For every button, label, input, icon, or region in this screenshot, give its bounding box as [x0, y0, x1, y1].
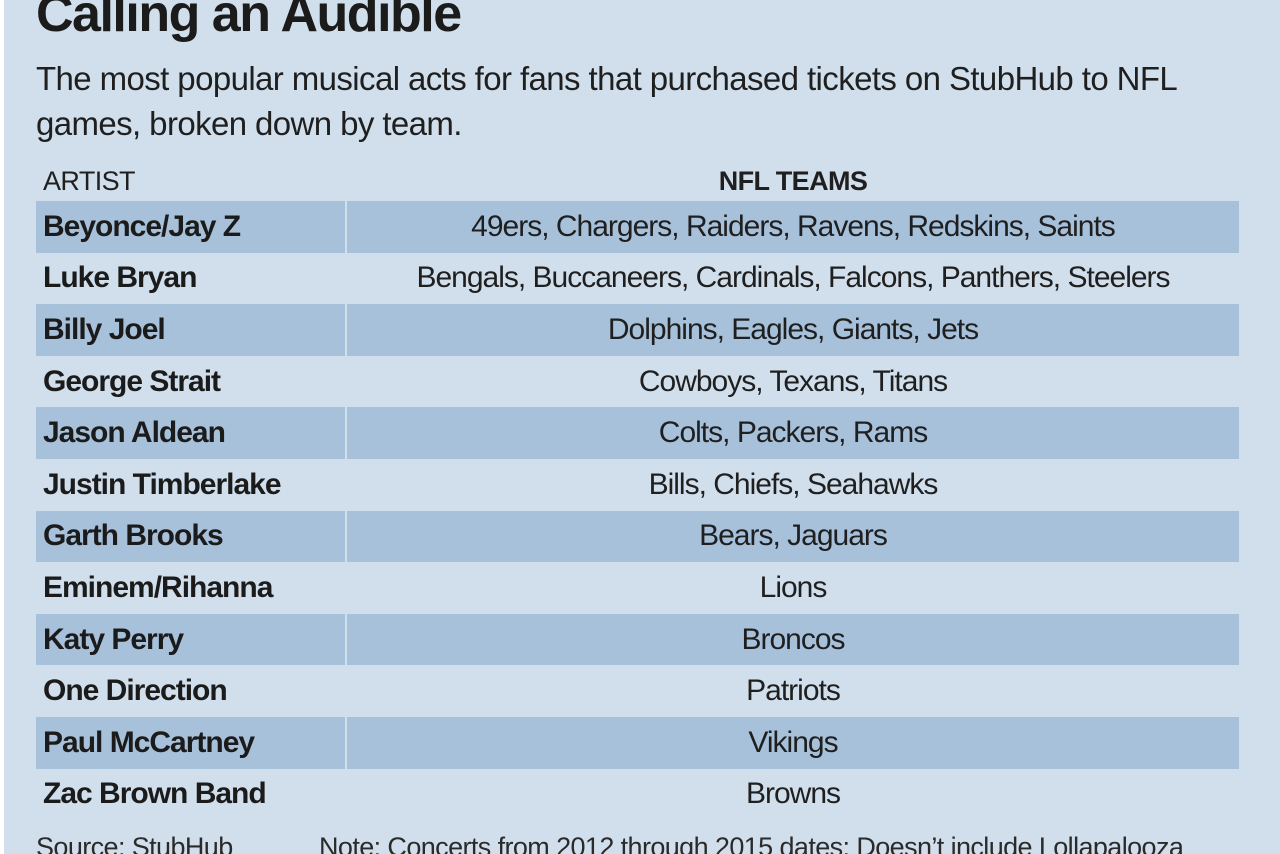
column-header-nfl-teams: NFL TEAMS	[718, 166, 868, 196]
artist-cell: Beyonce/Jay Z	[43, 209, 241, 243]
table-header: ARTIST NFL TEAMS	[36, 164, 1239, 201]
teams-cell: Browns	[745, 777, 841, 811]
table-row: Beyonce/Jay Z 49ers, Chargers, Raiders, R…	[36, 201, 1239, 253]
artist-cell: Eminem/Rihanna	[43, 570, 273, 604]
table-row: Katy Perry Broncos	[36, 613, 1239, 666]
table-row: Eminem/Rihanna Lions	[36, 562, 1239, 614]
table-row: Zac Brown Band Browns	[36, 769, 1239, 821]
table-row: Billy Joel Dolphins, Eagles, Giants, Jets	[36, 304, 1239, 356]
column-header-artist: ARTIST	[43, 166, 136, 196]
artist-cell: Garth Brooks	[43, 519, 224, 553]
teams-cell: Lions	[759, 570, 828, 604]
table-body: Beyonce/Jay Z 49ers, Chargers, Raiders, R…	[36, 201, 1239, 820]
chart-footer: Source: StubHub Note: Concerts from 2012…	[36, 832, 1266, 854]
chart-subtitle: The most popular musical acts for fans t…	[36, 60, 1177, 142]
teams-cell: Patriots	[746, 674, 841, 708]
artist-cell: Paul McCartney	[43, 725, 255, 759]
teams-cell: Cowboys, Texans, Titans	[638, 364, 948, 398]
table-row: Jason Aldean Colts, Packers, Rams	[36, 407, 1239, 459]
chart-panel: Calling an Audible The most popular musi…	[4, 0, 1280, 854]
teams-cell: Bengals, Buccaneers, Cardinals, Falcons,…	[416, 261, 1170, 295]
table-row: George Strait Cowboys, Texans, Titans	[36, 356, 1239, 408]
artist-cell: Katy Perry	[43, 622, 184, 656]
artist-cell: Zac Brown Band	[43, 777, 267, 811]
artist-team-table: ARTIST NFL TEAMS Beyonce/Jay Z 49ers, Cha…	[36, 164, 1239, 820]
teams-cell: Dolphins, Eagles, Giants, Jets	[607, 312, 979, 346]
artist-cell: Billy Joel	[43, 312, 166, 346]
artist-cell: George Strait	[43, 364, 221, 398]
table-row: Garth Brooks Bears, Jaguars	[36, 510, 1239, 563]
teams-cell: Bills, Chiefs, Seahawks	[648, 467, 939, 501]
table-row: Paul McCartney Vikings	[36, 716, 1239, 769]
table-row: Justin Timberlake Bills, Chiefs, Seahawks	[36, 459, 1239, 511]
artist-cell: Luke Bryan	[43, 261, 197, 295]
teams-cell: Vikings	[748, 725, 838, 759]
dates-note: Note: Concerts from 2012 through 2015 da…	[319, 832, 1184, 854]
teams-cell: Bears, Jaguars	[699, 519, 888, 553]
artist-cell: One Direction	[43, 674, 228, 708]
artist-cell: Jason Aldean	[43, 416, 226, 450]
table-row: One Direction Patriots	[36, 665, 1239, 717]
source-note: Source: StubHub	[36, 832, 233, 854]
teams-cell: Colts, Packers, Rams	[658, 416, 928, 450]
table-row: Luke Bryan Bengals, Buccaneers, Cardinals…	[36, 253, 1239, 305]
teams-cell: 49ers, Chargers, Raiders, Ravens, Redski…	[471, 209, 1116, 243]
teams-cell: Broncos	[741, 622, 845, 656]
artist-cell: Justin Timberlake	[43, 467, 282, 501]
chart-title: Calling an Audible	[36, 0, 462, 43]
